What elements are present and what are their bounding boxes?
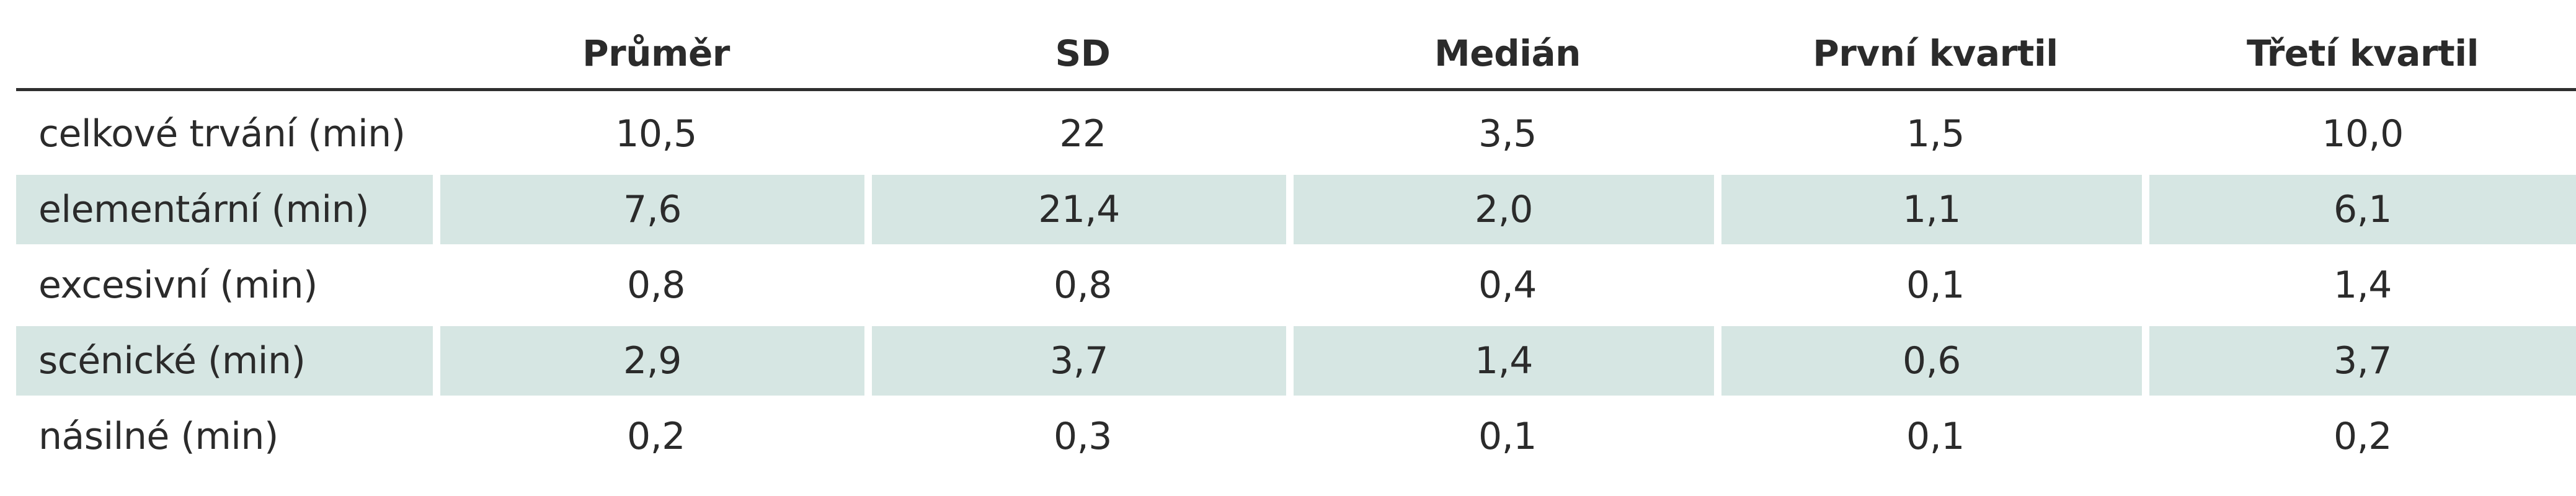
table-cell: 0,8 [1054, 264, 1112, 307]
row-label: elementární (min) [16, 175, 440, 244]
row-label: scénické (min) [16, 326, 440, 396]
table-cell: 1,4 [1294, 326, 1721, 396]
table-cell: 0,6 [1721, 326, 2149, 396]
table-header-row: Průměr SD Medián První kvartil Třetí kva… [16, 19, 2576, 88]
header-cell-third-quartile: Třetí kvartil [2246, 32, 2479, 74]
table-cell: 7,6 [440, 175, 872, 244]
row-label: celkové trvání (min) [38, 112, 406, 156]
table-cell: 2,0 [1294, 175, 1721, 244]
table-cell: 1,4 [2334, 264, 2392, 307]
table-row: excesivní (min) 0,8 0,8 0,4 0,1 1,4 [16, 250, 2576, 320]
table-row: násilné (min) 0,2 0,3 0,1 0,1 0,2 [16, 402, 2576, 471]
header-cell-empty [16, 19, 440, 88]
table-row: elementární (min) 7,6 21,4 2,0 1,1 6,1 [16, 175, 2576, 244]
table-cell: 1,5 [1906, 112, 1965, 156]
table-cell: 0,1 [1478, 415, 1537, 458]
header-cell-median: Medián [1434, 32, 1581, 74]
header-cell-mean: Průměr [582, 32, 730, 74]
table-cell: 0,1 [1906, 415, 1965, 458]
table-cell: 1,1 [1721, 175, 2149, 244]
row-label: násilné (min) [38, 415, 278, 458]
table-cell: 0,2 [2334, 415, 2392, 458]
header-cell-first-quartile: První kvartil [1813, 32, 2058, 74]
table-cell: 0,2 [627, 415, 685, 458]
table-cell: 3,7 [2149, 326, 2576, 396]
header-divider [16, 88, 2576, 91]
table-cell: 0,4 [1478, 264, 1537, 307]
table-cell: 0,3 [1054, 415, 1112, 458]
table-cell: 21,4 [872, 175, 1294, 244]
table-cell: 22 [1059, 112, 1106, 156]
row-label: excesivní (min) [38, 264, 318, 307]
table-row: celkové trvání (min) 10,5 22 3,5 1,5 10,… [16, 99, 2576, 169]
table-cell: 10,5 [615, 112, 697, 156]
table-cell: 3,5 [1478, 112, 1537, 156]
table-row: scénické (min) 2,9 3,7 1,4 0,6 3,7 [16, 326, 2576, 396]
header-cell-sd: SD [1055, 32, 1111, 74]
table-cell: 6,1 [2149, 175, 2576, 244]
table-cell: 3,7 [872, 326, 1294, 396]
table-cell: 10,0 [2322, 112, 2404, 156]
table-cell: 0,1 [1906, 264, 1965, 307]
table-cell: 2,9 [440, 326, 872, 396]
table-cell: 0,8 [627, 264, 685, 307]
